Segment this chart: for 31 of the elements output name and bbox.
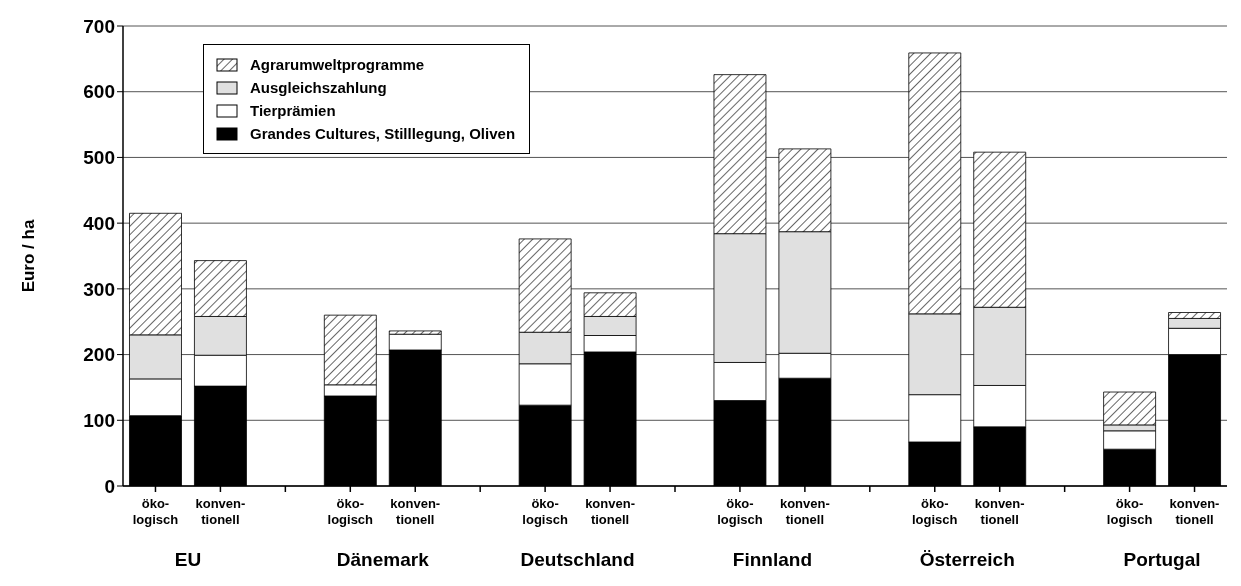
y-tick-label: 300	[83, 278, 115, 300]
legend-label: Grandes Cultures, Stilllegung, Oliven	[250, 125, 516, 142]
text: Finnland	[732, 549, 812, 570]
text: Österreich	[919, 549, 1015, 570]
x-tick-label: konven- tionell	[195, 496, 246, 527]
y-tick-label: 0	[104, 475, 115, 497]
y-tick-label: 500	[83, 147, 115, 169]
x-tick-label: konven- tionell	[974, 496, 1025, 527]
y-tick-label: 100	[83, 410, 115, 432]
x-tick-label: konven- tionell	[390, 496, 441, 527]
text: Deutschland	[520, 549, 635, 570]
x-tick-label: öko- logisch	[522, 496, 568, 527]
text: Dänemark	[336, 549, 430, 570]
x-tick-label: konven- tionell	[1169, 496, 1220, 527]
y-tick-label: 200	[83, 344, 115, 366]
legend-label: Ausgleichszahlung	[250, 79, 387, 96]
x-tick-label: öko- logisch	[717, 496, 763, 527]
y-tick-label: 700	[83, 15, 115, 37]
x-tick-label: konven- tionell	[779, 496, 830, 527]
y-tick-label: 400	[83, 212, 115, 234]
x-tick-label: konven- tionell	[585, 496, 635, 527]
x-tick-label: öko- logisch	[327, 496, 374, 527]
x-tick-label: öko- logisch	[1106, 496, 1153, 527]
x-tick-label: öko- logisch	[912, 496, 958, 527]
text: EU	[174, 549, 202, 570]
y-axis-title: Euro / ha	[19, 219, 39, 293]
y-tick-label: 600	[83, 81, 115, 103]
legend-label: Tierprämien	[250, 102, 336, 119]
legend-label: Agrarumweltprogramme	[250, 56, 425, 73]
x-tick-label: öko- logisch	[132, 496, 179, 527]
text: Portugal	[1123, 549, 1201, 570]
